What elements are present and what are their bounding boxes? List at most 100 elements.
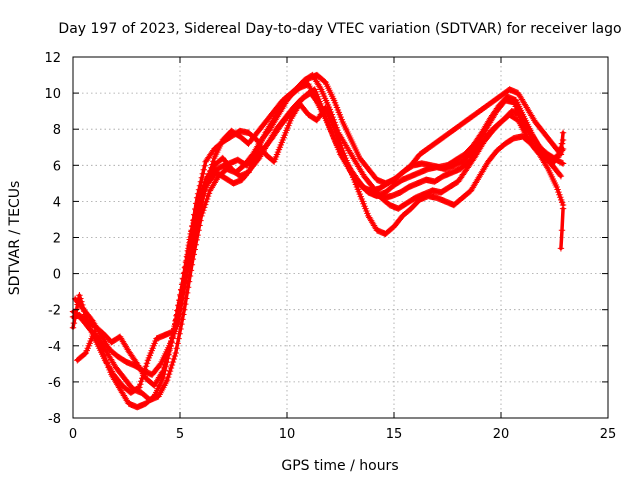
data-point — [186, 236, 193, 243]
data-point — [205, 190, 213, 197]
data-point — [117, 335, 125, 342]
data-point — [137, 381, 144, 388]
data-point — [189, 243, 196, 251]
data-point — [534, 141, 542, 148]
data-point — [344, 163, 351, 170]
data-point — [210, 180, 217, 188]
data-point — [473, 177, 480, 185]
y-tick-label: 2 — [53, 232, 61, 247]
data-point — [166, 367, 174, 375]
data-point — [268, 134, 275, 141]
data-point — [349, 153, 356, 161]
data-point — [164, 373, 172, 381]
data-point — [357, 168, 365, 175]
data-point — [104, 361, 112, 369]
data-point — [256, 153, 264, 160]
x-tick-label: 0 — [69, 427, 77, 442]
data-point — [79, 301, 86, 309]
data-point — [469, 184, 477, 191]
data-point — [483, 121, 490, 128]
data-point — [517, 94, 525, 102]
data-point — [168, 361, 176, 369]
data-point — [258, 150, 266, 157]
data-point — [271, 129, 278, 136]
data-point — [346, 148, 353, 156]
data-point — [271, 117, 278, 125]
data-point — [175, 302, 182, 309]
data-point — [73, 305, 80, 313]
data-point — [201, 162, 208, 169]
data-point — [518, 96, 526, 103]
x-axis-label: GPS time / hours — [281, 458, 398, 474]
data-point — [264, 140, 271, 147]
data-point — [202, 183, 209, 191]
data-point — [343, 161, 350, 169]
data-point — [347, 168, 354, 175]
data-point — [213, 176, 220, 183]
data-point — [108, 357, 116, 365]
data-point — [527, 110, 534, 118]
data-point — [529, 113, 536, 121]
data-point — [122, 395, 129, 402]
data-point — [120, 392, 128, 399]
data-point — [276, 109, 283, 117]
data-point — [121, 341, 129, 348]
data-point — [196, 207, 204, 215]
data-point — [559, 129, 567, 137]
data-point — [467, 187, 475, 194]
data-point — [557, 245, 565, 252]
data-point — [200, 166, 207, 173]
data-point — [479, 168, 486, 175]
data-point — [203, 180, 210, 187]
data-point — [140, 369, 148, 376]
data-point — [199, 195, 207, 203]
data-point — [82, 314, 90, 321]
data-point — [262, 143, 270, 151]
y-tick-label: 6 — [53, 159, 61, 174]
data-point — [195, 186, 203, 193]
data-point — [191, 234, 198, 241]
data-point — [255, 154, 263, 162]
data-point — [180, 269, 188, 277]
data-point — [254, 138, 262, 145]
data-point — [193, 219, 201, 227]
data-point — [540, 157, 547, 165]
data-point — [196, 182, 204, 189]
data-point — [135, 384, 142, 392]
data-point — [138, 375, 146, 382]
data-point — [252, 146, 259, 153]
data-points — [69, 71, 567, 411]
data-point — [270, 119, 277, 126]
data-point — [176, 296, 183, 304]
data-point — [315, 81, 322, 88]
data-point — [194, 215, 202, 223]
data-point — [269, 121, 276, 128]
data-point — [542, 162, 550, 169]
data-point — [122, 343, 129, 350]
data-point — [142, 363, 150, 370]
data-point — [314, 99, 322, 106]
data-point — [107, 356, 115, 363]
data-point — [515, 91, 523, 98]
y-tick-label: 0 — [53, 268, 61, 283]
y-tick-label: -4 — [48, 340, 61, 355]
data-point — [346, 166, 353, 173]
data-point — [95, 328, 103, 335]
data-point — [559, 160, 567, 167]
y-tick-label: -2 — [48, 304, 61, 319]
data-point — [482, 163, 489, 170]
data-point — [105, 353, 113, 360]
series-track-6 — [185, 71, 567, 270]
data-point — [272, 116, 279, 123]
data-point — [559, 205, 567, 212]
data-point — [277, 108, 284, 115]
data-point — [123, 397, 130, 404]
data-point — [106, 365, 114, 372]
data-point — [177, 286, 185, 293]
data-point — [98, 333, 105, 340]
data-point — [343, 144, 351, 151]
data-point — [105, 363, 113, 370]
data-point — [175, 335, 182, 342]
data-point — [367, 217, 375, 224]
data-point — [484, 119, 491, 127]
